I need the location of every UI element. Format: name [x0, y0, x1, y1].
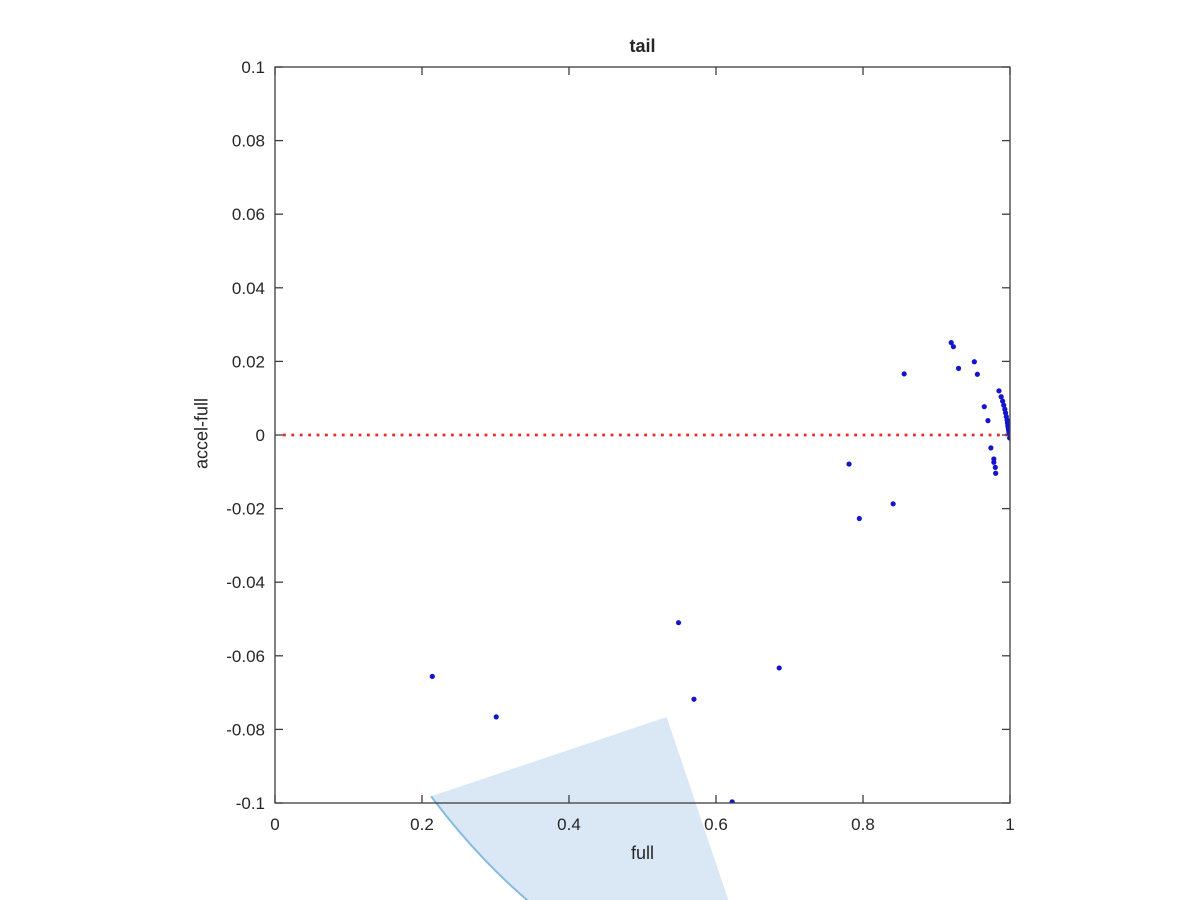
scatter-point: [675, 620, 682, 626]
x-tick-label: 0.4: [557, 815, 581, 834]
scatter-point: [971, 359, 977, 365]
scatter-point: [776, 665, 782, 671]
scatter-point: [846, 461, 852, 467]
y-tick-label: -0.02: [226, 500, 265, 519]
y-tick-label: 0.02: [232, 352, 265, 371]
y-tick-label: -0.08: [226, 720, 265, 739]
scatter-point: [974, 371, 980, 377]
y-tick-label: 0.1: [241, 58, 265, 77]
scatter-point: [996, 388, 1002, 394]
chart-title: tail: [629, 36, 656, 56]
scatter-point: [493, 714, 499, 720]
scatter-point: [429, 673, 435, 680]
y-tick-label: 0.04: [232, 279, 265, 298]
y-tick-label: 0.06: [232, 205, 265, 224]
x-tick-label: 0.6: [704, 815, 728, 834]
scatter-point: [981, 404, 987, 410]
scatter-point: [991, 459, 997, 465]
scatter-point: [988, 445, 994, 451]
x-tick-label: 0.8: [851, 815, 875, 834]
scatter-point: [1001, 402, 1007, 408]
scatter-point: [950, 344, 957, 350]
y-tick-label: 0: [256, 426, 265, 445]
scatter-point: [948, 340, 954, 346]
x-tick-label: 0.2: [410, 815, 434, 834]
scatter-point: [1000, 398, 1006, 404]
scatter-point: [856, 515, 862, 522]
scatter-point: [890, 501, 896, 507]
y-tick-label: -0.04: [226, 573, 265, 592]
scatter-point: [729, 799, 735, 803]
scatter-point: [1007, 435, 1010, 441]
scatter-point: [992, 464, 998, 470]
y-tick-label: -0.06: [226, 647, 265, 666]
scatter-point: [985, 418, 991, 424]
x-axis-label: full: [630, 843, 654, 863]
y-axis-label: accel-full: [191, 397, 212, 470]
scatter-point: [955, 365, 962, 371]
scatter-point: [691, 696, 697, 702]
y-tick-label: -0.1: [236, 794, 265, 813]
x-tick-label: 0: [270, 815, 279, 834]
y-tick-label: 0.08: [232, 132, 265, 151]
scatter-point: [998, 394, 1004, 400]
scatter-point: [993, 470, 999, 476]
scatter-point: [901, 371, 907, 377]
x-tick-label: 1: [1005, 815, 1014, 834]
